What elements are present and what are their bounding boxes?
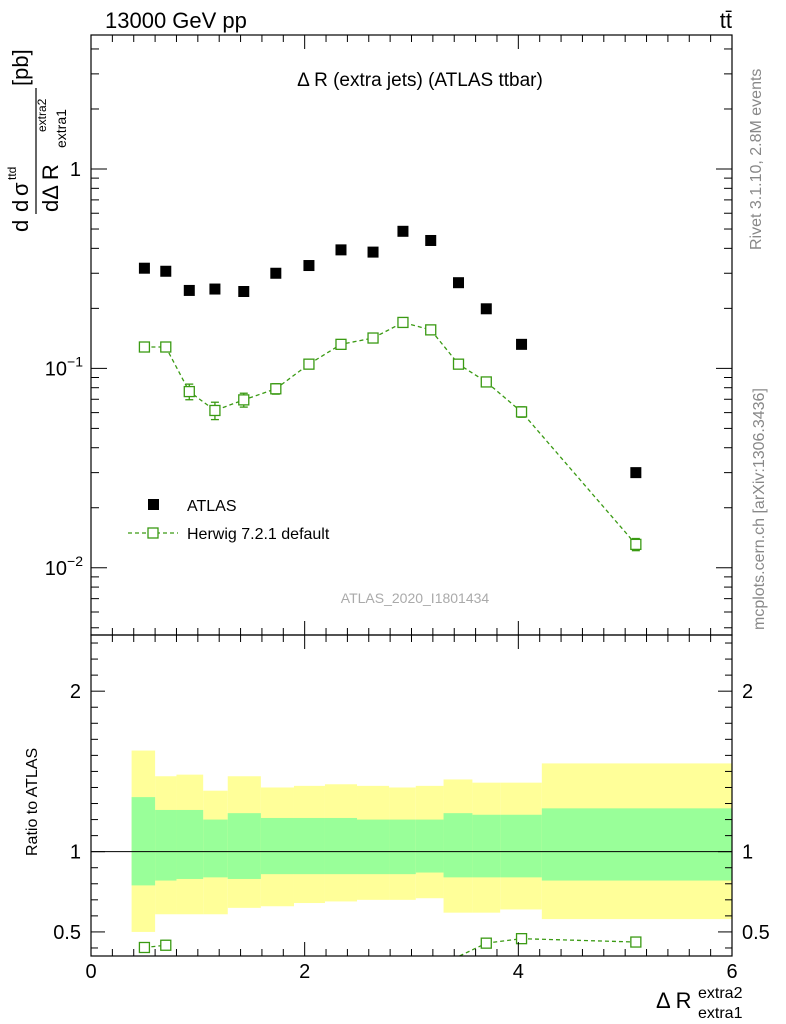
- ratio-y-tick-label-right: 0.5: [742, 922, 770, 944]
- legend-swatch-herwig: [147, 527, 159, 539]
- ratio-band-inner: [176, 809, 204, 879]
- y-label-denominator-sup: extra2: [35, 98, 49, 132]
- ratio-herwig-point: [630, 936, 642, 948]
- atlas-point: [480, 303, 492, 315]
- ratio-band-inner: [203, 819, 228, 878]
- herwig-point: [138, 341, 151, 353]
- legend-swatch-atlas: [148, 499, 159, 510]
- ratio-band-inner: [472, 814, 501, 878]
- atlas-point: [425, 234, 437, 246]
- herwig-point: [160, 341, 172, 353]
- y-label-numerator-sup: ttd: [5, 167, 19, 180]
- y-tick-label: 1: [70, 159, 81, 181]
- ratio-herwig-point: [480, 937, 492, 949]
- atlas-point: [397, 225, 409, 237]
- ratio-band-inner: [357, 819, 390, 875]
- herwig-point: [452, 358, 465, 370]
- legend-label-atlas: ATLAS: [187, 498, 237, 515]
- atlas-point: [453, 277, 465, 289]
- herwig-point: [630, 538, 642, 551]
- ratio-y-tick-label-right: 2: [742, 681, 753, 703]
- ratio-band-inner: [260, 817, 294, 875]
- y-label-denominator-sub: extra1: [53, 109, 69, 148]
- atlas-point: [367, 246, 379, 258]
- atlas-point: [138, 262, 150, 274]
- ratio-band-inner: [389, 819, 416, 875]
- herwig-point: [209, 404, 221, 417]
- herwig-point: [367, 332, 379, 344]
- x-tick-label: 2: [299, 961, 310, 983]
- herwig-point: [270, 383, 282, 395]
- main-data-marks: [138, 225, 642, 552]
- herwig-point: [335, 338, 347, 350]
- energy-label: 13000 GeV pp: [105, 8, 247, 33]
- x-label-sup: extra2: [698, 985, 743, 1002]
- x-label-base: Δ R: [656, 988, 691, 1013]
- ratio-herwig-point: [515, 933, 528, 945]
- ratio-band-inner: [443, 813, 473, 878]
- y-label-numerator-d: d: [8, 200, 33, 212]
- ratio-axis-ticks: 0 2 4 60.5 0.51 12 2: [53, 635, 770, 983]
- ratio-data-marks: [138, 933, 642, 957]
- ratio-y-tick-label-right: 1: [742, 842, 753, 864]
- ratio-band-inner: [131, 797, 156, 886]
- ratio-band-inner: [541, 808, 732, 881]
- x-tick-label: 0: [85, 961, 96, 983]
- herwig-point: [183, 385, 195, 398]
- atlas-point: [238, 285, 250, 297]
- atlas-point: [270, 267, 282, 279]
- ratio-herwig-line: [486, 938, 636, 944]
- y-tick-label: 10−2: [45, 553, 83, 580]
- process-label: tt̄: [720, 8, 732, 33]
- y-label-numerator-lead-d: d: [8, 220, 33, 232]
- legend: ATLAS Herwig 7.2.1 default: [128, 498, 330, 543]
- rivet-version-label: Rivet 3.1.10, 2.8M events: [748, 69, 765, 250]
- main-axis-ticks: 1 10−1 10−2: [45, 35, 733, 635]
- atlas-point: [516, 338, 528, 350]
- x-tick-label: 6: [726, 961, 737, 983]
- analysis-watermark: ATLAS_2020_I1801434: [341, 590, 490, 606]
- ratio-y-tick-label-left: 1: [70, 842, 81, 864]
- herwig-point: [425, 324, 437, 336]
- herwig-point: [238, 394, 250, 406]
- atlas-point: [183, 284, 195, 296]
- ratio-band-inner: [415, 819, 444, 873]
- y-tick-label: 10−1: [45, 353, 83, 380]
- ratio-panel: 0 2 4 60.5 0.51 12 2 Ratio to ATLAS Δ R extra2…: [24, 634, 770, 1022]
- atlas-point: [160, 265, 172, 277]
- atlas-point: [335, 244, 347, 256]
- x-label-sub: extra1: [698, 1005, 743, 1022]
- atlas-point: [209, 283, 221, 295]
- herwig-point: [515, 406, 528, 418]
- y-label-denominator: dΔ R: [38, 164, 63, 212]
- ratio-band-inner: [500, 814, 542, 878]
- herwig-point: [480, 376, 492, 388]
- ratio-y-tick-label-left: 0.5: [53, 922, 81, 944]
- atlas-point: [303, 260, 315, 272]
- y-label-numerator-sigma: σ: [8, 182, 33, 196]
- x-tick-label: 4: [513, 961, 524, 983]
- herwig-point: [397, 316, 409, 329]
- main-chart-title: Δ R (extra jets) (ATLAS ttbar): [297, 70, 543, 91]
- ratio-herwig-point: [138, 941, 151, 954]
- legend-label-herwig: Herwig 7.2.1 default: [187, 526, 330, 543]
- ratio-y-axis-label: Ratio to ATLAS: [24, 748, 41, 856]
- mcplots-reference-label: mcplots.cern.ch [arXiv:1306.3436]: [751, 388, 768, 630]
- ratio-band-inner: [293, 817, 325, 875]
- herwig-point: [303, 358, 315, 370]
- ratio-band-inner: [324, 817, 358, 875]
- ratio-herwig-point: [160, 939, 172, 951]
- main-panel: 1 10−1 10−2 Δ R (extra jets) (ATLAS ttbar)…: [5, 34, 733, 636]
- y-label-unit: [pb]: [8, 49, 33, 86]
- atlas-point: [630, 467, 642, 479]
- main-y-axis-label: d σ ttd dΔ R extra1 extra2 [pb] d: [5, 49, 69, 232]
- ratio-uncertainty-bands: [131, 750, 732, 932]
- ratio-y-tick-label-left: 2: [70, 681, 81, 703]
- ratio-band-inner: [155, 809, 177, 881]
- ratio-band-inner: [227, 813, 261, 879]
